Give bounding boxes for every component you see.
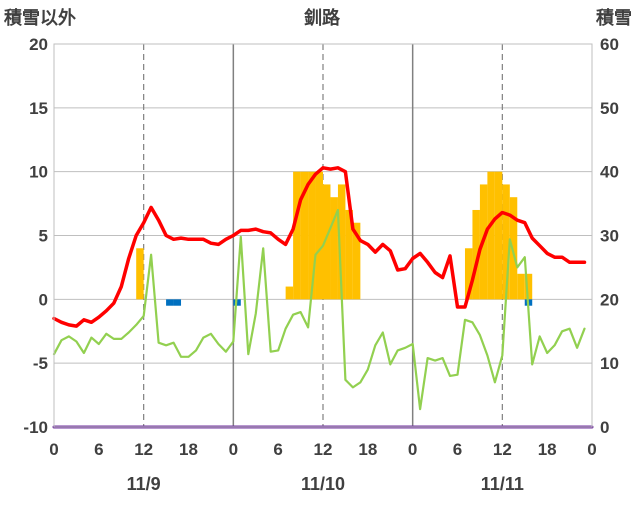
bar-s2-5 bbox=[315, 171, 323, 300]
day-label-2: 11/11 bbox=[481, 474, 524, 494]
right-ytick-3: 30 bbox=[600, 227, 619, 246]
bars bbox=[136, 171, 533, 306]
bar-s2-9 bbox=[345, 209, 353, 300]
bar-s2-0 bbox=[136, 248, 144, 300]
series-line-0 bbox=[52, 166, 587, 328]
bar-s2-17 bbox=[509, 197, 518, 300]
left-ytick-4: 0 bbox=[39, 290, 48, 309]
left-ytick-1: 15 bbox=[29, 99, 48, 118]
bar-s3-1 bbox=[173, 299, 182, 306]
left-ytick-6: -10 bbox=[23, 418, 48, 437]
bar-s2-15 bbox=[494, 171, 503, 300]
xtick-3: 18 bbox=[179, 440, 198, 459]
bar-s2-3 bbox=[300, 171, 309, 300]
plot-border bbox=[53, 43, 593, 428]
bar-s2-18 bbox=[517, 273, 525, 300]
xtick-8: 0 bbox=[408, 440, 417, 459]
left-ytick-5: -5 bbox=[33, 354, 48, 373]
right-ytick-1: 50 bbox=[600, 99, 619, 118]
xtick-0: 0 bbox=[49, 440, 58, 459]
xtick-9: 6 bbox=[453, 440, 462, 459]
bar-s2-19 bbox=[524, 273, 533, 300]
bar-s2-14 bbox=[487, 171, 495, 300]
xtick-4: 0 bbox=[229, 440, 238, 459]
right-ytick-4: 20 bbox=[600, 290, 619, 309]
chart-title: 釧路 bbox=[304, 7, 341, 28]
plot-frame bbox=[53, 43, 593, 428]
bar-s2-16 bbox=[502, 184, 510, 300]
bar-s2-6 bbox=[323, 184, 331, 300]
xtick-6: 12 bbox=[314, 440, 333, 459]
bar-s2-1 bbox=[285, 286, 294, 300]
bar-s2-4 bbox=[308, 171, 316, 300]
right-ytick-6: 0 bbox=[600, 418, 609, 437]
series-line-1 bbox=[52, 208, 586, 411]
xtick-11: 18 bbox=[538, 440, 557, 459]
bar-s3-0 bbox=[166, 299, 174, 306]
left-ytick-2: 10 bbox=[29, 163, 48, 182]
bar-s2-11 bbox=[464, 248, 473, 300]
right-ytick-5: 10 bbox=[600, 354, 619, 373]
xtick-10: 12 bbox=[493, 440, 512, 459]
xtick-2: 12 bbox=[134, 440, 153, 459]
left-ytick-3: 5 bbox=[39, 227, 48, 246]
bar-s2-10 bbox=[352, 222, 361, 300]
right-ytick-2: 40 bbox=[600, 163, 619, 182]
bar-s2-7 bbox=[330, 197, 338, 300]
xtick-7: 18 bbox=[358, 440, 377, 459]
right-axis-title: 積雪 bbox=[595, 7, 632, 28]
left-axis-title: 積雪以外 bbox=[3, 7, 76, 28]
day-label-1: 11/10 bbox=[301, 474, 345, 494]
bar-s2-2 bbox=[293, 171, 301, 300]
xtick-12: 0 bbox=[587, 440, 596, 459]
bar-s2-12 bbox=[472, 209, 480, 300]
bar-s2-8 bbox=[337, 184, 346, 300]
xtick-1: 6 bbox=[94, 440, 103, 459]
right-ytick-0: 60 bbox=[600, 35, 619, 54]
xtick-5: 6 bbox=[273, 440, 282, 459]
left-ytick-0: 20 bbox=[29, 35, 48, 54]
day-label-0: 11/9 bbox=[127, 474, 161, 494]
